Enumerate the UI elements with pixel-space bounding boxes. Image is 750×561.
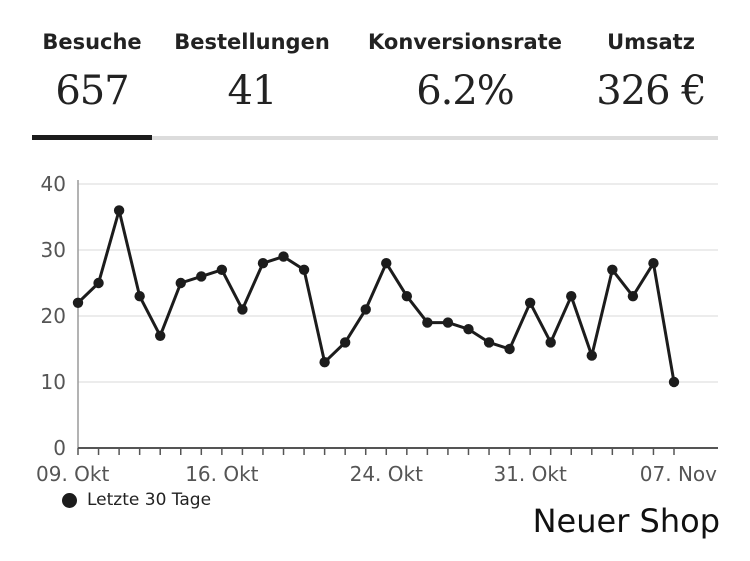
x-tick-label: 09. Okt xyxy=(36,462,109,486)
stat-value-besuche: 657 xyxy=(55,68,129,114)
stat-value-konversionsrate: 6.2% xyxy=(416,68,515,114)
data-point xyxy=(257,258,269,269)
y-tick-label: 40 xyxy=(41,172,66,196)
data-point xyxy=(298,264,310,275)
data-point xyxy=(668,376,680,388)
data-point xyxy=(463,324,474,335)
series-line xyxy=(76,208,676,383)
data-point xyxy=(627,291,639,302)
data-point xyxy=(566,291,577,302)
visits-line-chart: 0 10 20 30 40 09. Okt 16. Okt 24. Okt 31. Okt 07.… xyxy=(36,172,718,486)
data-point xyxy=(278,251,289,262)
data-point xyxy=(648,258,659,269)
stat-label-besuche: Besuche xyxy=(42,30,142,54)
active-tab-indicator xyxy=(32,135,152,140)
data-point xyxy=(545,337,556,348)
data-point xyxy=(216,264,228,275)
x-tick-label: 31. Okt xyxy=(493,462,566,486)
legend-marker-icon xyxy=(62,492,77,508)
data-point xyxy=(175,277,186,289)
data-point xyxy=(401,291,413,302)
data-point xyxy=(196,271,207,282)
shop-name: Neuer Shop xyxy=(532,502,720,540)
x-tick-label: 16. Okt xyxy=(185,462,258,486)
data-point xyxy=(360,304,371,315)
y-tick-label: 30 xyxy=(41,238,66,262)
data-point xyxy=(93,277,104,289)
data-point xyxy=(483,337,495,348)
x-tick-label: 24. Okt xyxy=(350,462,423,486)
chart-legend: Letzte 30 Tage xyxy=(62,490,211,510)
data-point xyxy=(607,264,618,275)
stat-value-umsatz: 326 € xyxy=(596,68,707,114)
y-tick-label: 0 xyxy=(53,436,66,460)
tab-track xyxy=(32,136,718,140)
stat-label-konversionsrate: Konversionsrate xyxy=(368,30,562,54)
stat-label-bestellungen: Bestellungen xyxy=(174,30,330,54)
stat-label-umsatz: Umsatz xyxy=(607,30,695,54)
data-point xyxy=(339,337,351,348)
y-tick-label: 10 xyxy=(41,370,66,394)
data-point xyxy=(524,297,536,308)
data-point xyxy=(113,205,125,216)
data-point xyxy=(381,258,392,269)
y-tick-label: 20 xyxy=(41,304,66,328)
stat-value-bestellungen: 41 xyxy=(227,68,278,114)
x-tick-label: 07. Nov xyxy=(640,462,717,486)
data-point xyxy=(504,343,515,355)
stats-tabs: Besuche 657 Bestellungen 41 Konversionsr… xyxy=(0,0,750,140)
data-point xyxy=(237,304,248,315)
data-point xyxy=(155,330,166,341)
data-point xyxy=(72,297,84,308)
data-point xyxy=(319,357,330,368)
data-point xyxy=(586,350,597,361)
data-point xyxy=(422,317,433,328)
legend-label: Letzte 30 Tage xyxy=(87,490,212,510)
data-point xyxy=(134,291,145,302)
data-point xyxy=(442,317,454,328)
